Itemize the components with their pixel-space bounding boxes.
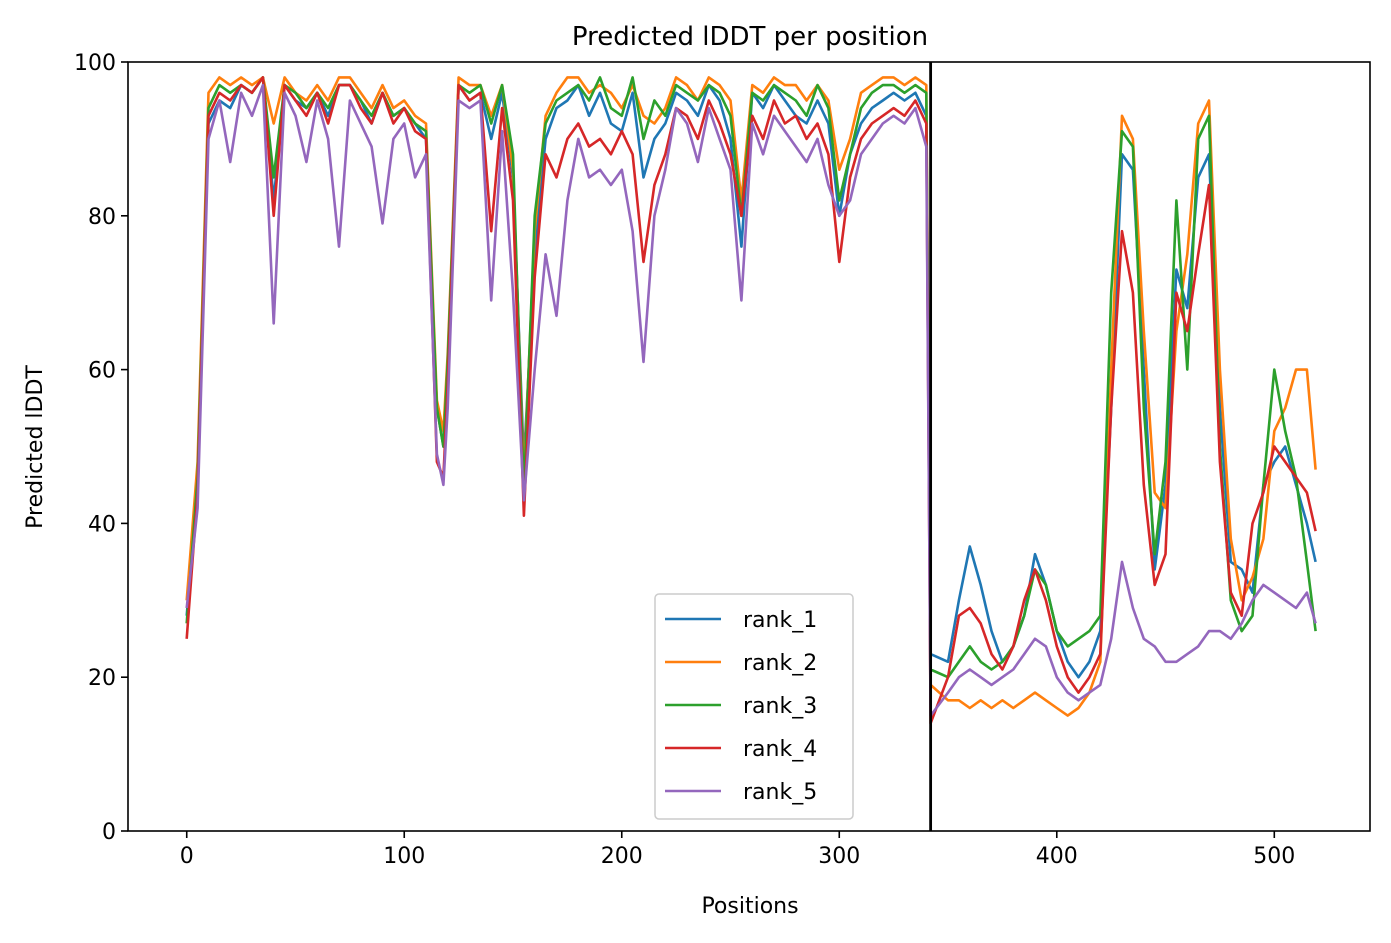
plot-area bbox=[185, 62, 1317, 831]
y-tick-label: 60 bbox=[88, 359, 116, 384]
x-axis-label: Positions bbox=[701, 894, 798, 919]
legend-label-rank_3: rank_3 bbox=[743, 694, 817, 719]
legend-label-rank_5: rank_5 bbox=[743, 780, 817, 805]
y-tick-label: 80 bbox=[88, 205, 116, 230]
legend-label-rank_2: rank_2 bbox=[743, 651, 817, 676]
y-axis-label: Predicted lDDT bbox=[23, 365, 48, 529]
x-tick-label: 500 bbox=[1253, 844, 1295, 869]
legend: rank_1 rank_2 rank_3 rank_4 rank_5 bbox=[654, 593, 854, 820]
series-line-rank_5 bbox=[185, 83, 1317, 717]
legend-label-rank_1: rank_1 bbox=[743, 608, 817, 633]
legend-box bbox=[654, 593, 854, 820]
legend-label-rank_4: rank_4 bbox=[743, 737, 817, 762]
y-tick-label: 0 bbox=[102, 820, 116, 845]
x-tick-label: 0 bbox=[180, 844, 194, 869]
y-tick-label: 40 bbox=[88, 512, 116, 537]
x-tick-label: 200 bbox=[601, 844, 643, 869]
axes: 0 100 200 300 400 500 0 20 40 60 80 100 bbox=[74, 51, 1371, 869]
x-tick-label: 100 bbox=[383, 844, 425, 869]
y-tick-label: 20 bbox=[88, 666, 116, 691]
x-tick-label: 300 bbox=[818, 844, 860, 869]
y-tick-label: 100 bbox=[74, 51, 116, 76]
series-line-rank_4 bbox=[185, 76, 1317, 725]
x-tick-label: 400 bbox=[1036, 844, 1078, 869]
axes-frame bbox=[127, 61, 1371, 832]
chart-title: Predicted lDDT per position bbox=[572, 22, 928, 52]
